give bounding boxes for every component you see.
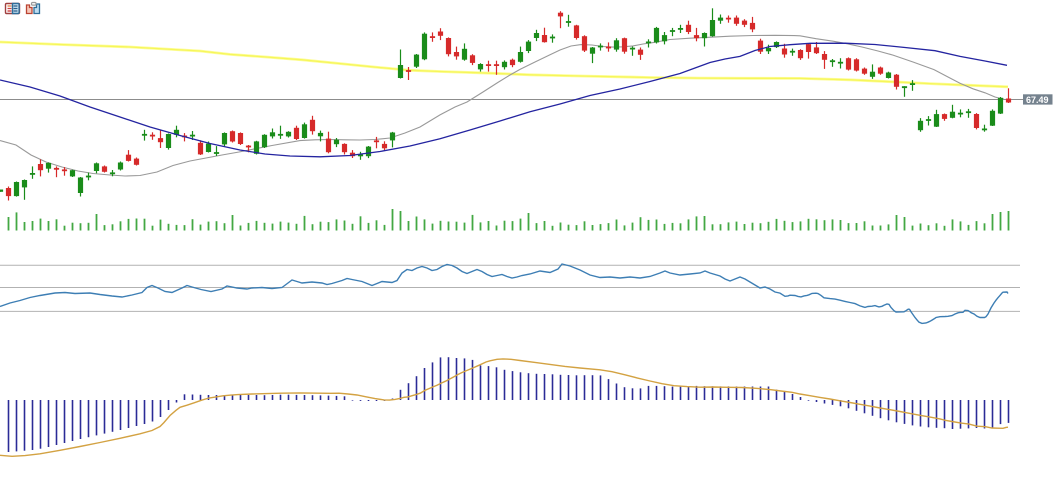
- svg-text:67.49: 67.49: [1026, 95, 1049, 105]
